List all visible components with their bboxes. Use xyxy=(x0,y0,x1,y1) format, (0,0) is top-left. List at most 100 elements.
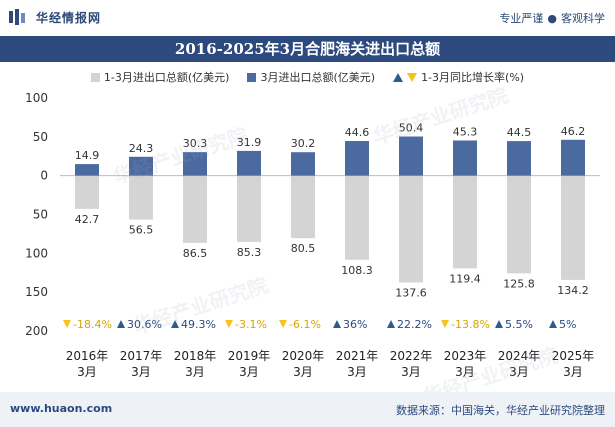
bar-march xyxy=(129,156,153,176)
bar-cumulative xyxy=(453,175,477,269)
x-tick-label: 2017年 xyxy=(120,349,163,363)
growth-label: -6.1% xyxy=(289,318,321,331)
bar-march xyxy=(561,139,585,176)
growth-up-icon xyxy=(495,320,503,328)
legend-item-cumulative: 1-3月进出口总额(亿美元) xyxy=(90,69,230,85)
data-label-march: 50.4 xyxy=(399,122,424,135)
y-tick-label: 100 xyxy=(25,246,48,260)
bar-chart: 100 50 0 50 100 150 200 42.7 14.9 -18.4% 2016年 3月 56… xyxy=(25,91,600,379)
bar-cumulative xyxy=(129,175,153,220)
x-tick-label: 2020年 xyxy=(282,349,325,363)
bar-march xyxy=(183,152,207,176)
x-tick-label: 3月 xyxy=(401,365,421,379)
x-tick-label: 2018年 xyxy=(174,349,217,363)
y-tick-label: 50 xyxy=(33,208,48,222)
tagline: 专业严谨 ● 客观科学 xyxy=(499,10,605,26)
data-label-cumulative: 80.5 xyxy=(291,242,316,255)
bar-cumulative xyxy=(291,175,315,239)
growth-label: 49.3% xyxy=(181,318,216,331)
data-label-cumulative: 119.4 xyxy=(449,272,481,285)
data-label-cumulative: 125.8 xyxy=(503,277,535,290)
growth-down-icon xyxy=(441,320,449,328)
x-tick-label: 3月 xyxy=(455,365,475,379)
data-label-cumulative: 42.7 xyxy=(75,213,100,226)
growth-label: -18.4% xyxy=(73,318,112,331)
footer-source: 数据来源：中国海关，华经产业研究院整理 xyxy=(396,404,605,417)
growth-label: -13.8% xyxy=(451,318,490,331)
x-tick-label: 2016年 xyxy=(66,349,109,363)
data-label-cumulative: 56.5 xyxy=(129,224,154,237)
y-tick-label: 0 xyxy=(40,169,48,183)
growth-up-icon xyxy=(387,320,395,328)
x-tick-label: 2023年 xyxy=(444,349,487,363)
legend-item-growth: 1-3月同比增长率(%) xyxy=(393,69,524,85)
x-tick-label: 3月 xyxy=(77,365,97,379)
bar-cumulative xyxy=(345,175,369,260)
data-label-cumulative: 137.6 xyxy=(395,287,427,300)
chart-title: 2016-2025年3月合肥海关进出口总额 xyxy=(174,40,441,58)
bar-march xyxy=(399,136,423,176)
y-tick-label: 100 xyxy=(25,91,48,105)
x-tick-label: 2021年 xyxy=(336,349,379,363)
bullet-icon: ● xyxy=(547,12,557,25)
growth-label: 5% xyxy=(559,318,576,331)
x-tick-label: 2025年 xyxy=(552,349,595,363)
x-tick-label: 3月 xyxy=(563,365,583,379)
brand-logo-icon xyxy=(9,9,25,25)
tagline-left: 专业严谨 xyxy=(499,12,544,25)
bar-cumulative xyxy=(75,175,99,209)
x-tick-label: 3月 xyxy=(185,365,205,379)
up-triangle-icon xyxy=(393,72,404,82)
x-tick-label: 2024年 xyxy=(498,349,541,363)
growth-label: -3.1% xyxy=(235,318,267,331)
top-bar: 华经情报网 专业严谨 ● 客观科学 xyxy=(0,0,615,36)
data-label-march: 45.3 xyxy=(453,125,478,138)
data-label-march: 30.2 xyxy=(291,137,316,150)
data-label-cumulative: 134.2 xyxy=(557,284,589,297)
x-tick-label: 3月 xyxy=(509,365,529,379)
y-tick-label: 150 xyxy=(25,285,48,299)
bar-cumulative xyxy=(237,175,261,242)
x-tick-label: 2022年 xyxy=(390,349,433,363)
data-label-march: 30.3 xyxy=(183,137,208,150)
x-tick-label: 3月 xyxy=(347,365,367,379)
y-tick-label: 50 xyxy=(33,130,48,144)
growth-up-icon xyxy=(333,320,341,328)
legend-swatch-march xyxy=(247,72,257,82)
x-tick-label: 3月 xyxy=(239,365,259,379)
data-label-march: 46.2 xyxy=(561,125,586,138)
legend-label-cumulative: 1-3月进出口总额(亿美元) xyxy=(103,71,230,84)
growth-down-icon xyxy=(63,320,71,328)
bar-march xyxy=(453,140,477,176)
down-triangle-icon xyxy=(407,72,418,82)
legend-label-march: 3月进出口总额(亿美元) xyxy=(260,71,376,84)
growth-label: 5.5% xyxy=(505,318,533,331)
data-label-march: 31.9 xyxy=(237,136,262,149)
growth-down-icon xyxy=(279,320,287,328)
data-label-cumulative: 108.3 xyxy=(341,264,373,277)
growth-label: 22.2% xyxy=(397,318,432,331)
brand-name: 华经情报网 xyxy=(36,10,102,25)
y-tick-label: 200 xyxy=(25,324,48,338)
growth-up-icon xyxy=(171,320,179,328)
growth-up-icon xyxy=(549,320,557,328)
data-label-march: 44.6 xyxy=(345,126,370,139)
footer: www.huaon.com 数据来源：中国海关，华经产业研究院整理 xyxy=(0,392,615,427)
footer-website: www.huaon.com xyxy=(10,402,113,415)
growth-up-icon xyxy=(117,320,125,328)
brand: 华经情报网 xyxy=(8,8,101,26)
x-tick-label: 3月 xyxy=(131,365,151,379)
x-tick-label: 2019年 xyxy=(228,349,271,363)
bar-march xyxy=(291,152,315,176)
growth-label: 30.6% xyxy=(127,318,162,331)
legend-swatch-cumulative xyxy=(90,72,100,82)
growth-down-icon xyxy=(225,320,233,328)
growth-label: 36% xyxy=(343,318,367,331)
legend-item-march: 3月进出口总额(亿美元) xyxy=(247,69,375,85)
title-bar: 2016-2025年3月合肥海关进出口总额 xyxy=(0,36,615,62)
bar-cumulative xyxy=(183,175,207,243)
bar-march xyxy=(507,141,531,176)
chart-legend: 1-3月进出口总额(亿美元) 3月进出口总额(亿美元) 1-3月同比增长率(%) xyxy=(0,66,615,88)
legend-label-growth: 1-3月同比增长率(%) xyxy=(421,71,525,84)
bar-march xyxy=(237,150,261,176)
